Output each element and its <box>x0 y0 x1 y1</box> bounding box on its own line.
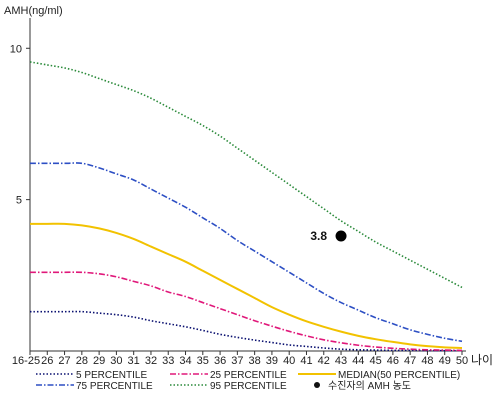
x-tick-label: 29 <box>93 355 105 367</box>
legend: 5 PERCENTILE 25 PERCENTILE MEDIAN(50 PERCE… <box>36 370 460 392</box>
series-line-5-percentile <box>29 310 462 352</box>
annotations: 3.8 <box>310 229 347 243</box>
x-tick-label: 36 <box>214 355 226 367</box>
series-line-95-percentile <box>29 61 463 289</box>
x-tick-label: 37 <box>231 355 243 367</box>
series-line-75-percentile <box>29 162 463 343</box>
x-tick-label: 49 <box>439 355 451 367</box>
x-tick-label: 30 <box>110 355 122 367</box>
y-axis-title: AMH(ng/ml) <box>4 5 63 17</box>
x-tick-label: 45 <box>369 355 381 367</box>
series-line-25-percentile <box>29 271 463 352</box>
legend-label: 95 PERCENTILE <box>210 381 287 392</box>
x-tick-label: 41 <box>300 355 312 367</box>
x-tick-label: 48 <box>421 355 433 367</box>
x-tick-label: 26 <box>41 355 53 367</box>
patient-amh-label: 3.8 <box>310 229 327 243</box>
x-tick-label: 38 <box>249 355 261 367</box>
x-tick-label: 39 <box>266 355 278 367</box>
x-tick-label: 47 <box>404 355 416 367</box>
x-tick-label: 43 <box>335 355 347 367</box>
x-tick-label: 46 <box>387 355 399 367</box>
x-tick-label: 27 <box>58 355 70 367</box>
patient-amh-point <box>335 230 347 242</box>
series-lines <box>29 61 463 352</box>
x-tick-label: 50 <box>456 355 468 367</box>
x-tick-label: 42 <box>318 355 330 367</box>
x-tick-label: 31 <box>128 355 140 367</box>
legend-label: MEDIAN(50 PERCENTILE) <box>338 370 460 381</box>
legend-marker-patient <box>314 382 320 388</box>
x-tick-label: 35 <box>197 355 209 367</box>
y-tick-label: 10 <box>10 43 22 55</box>
x-tick-label: 33 <box>162 355 174 367</box>
x-ticks: 16-25 26 27 28 29 30 31 32 33 34 35 36 37 38 39 40 41 42 4… <box>12 351 468 367</box>
legend-label: 25 PERCENTILE <box>210 370 287 381</box>
x-tick-label: 34 <box>179 355 191 367</box>
legend-label: 5 PERCENTILE <box>76 370 147 381</box>
x-tick-label: 16-25 <box>12 355 40 367</box>
series-line-median-50-percentile- <box>29 222 463 349</box>
x-tick-label: 32 <box>145 355 157 367</box>
y-tick-label: 5 <box>16 195 22 207</box>
x-tick-label: 40 <box>283 355 295 367</box>
x-tick-label: 44 <box>352 355 364 367</box>
legend-label: 수진자의 AMH 농도 <box>328 380 411 392</box>
x-tick-label: 28 <box>76 355 88 367</box>
x-axis-title: 나이 <box>471 353 493 367</box>
legend-label: 75 PERCENTILE <box>76 381 153 392</box>
y-ticks: 10 5 <box>10 43 30 207</box>
